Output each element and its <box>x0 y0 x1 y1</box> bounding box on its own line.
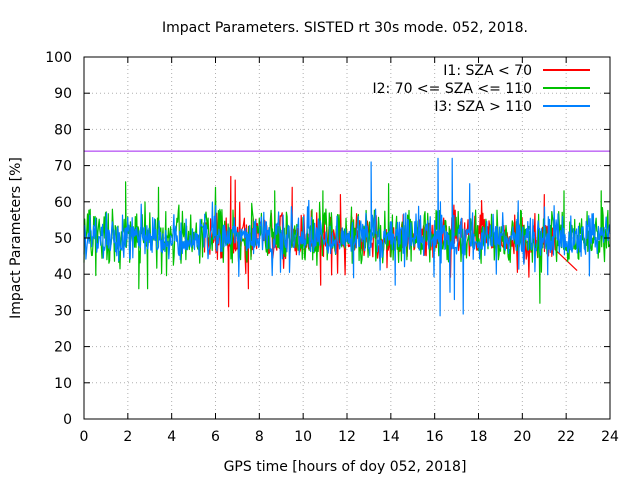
y-tick-label: 100 <box>45 50 72 66</box>
x-tick-label: 10 <box>294 429 312 445</box>
x-tick-label: 22 <box>557 429 575 445</box>
x-tick-label: 24 <box>601 429 619 445</box>
x-tick-label: 0 <box>80 429 89 445</box>
x-tick-label: 2 <box>123 429 132 445</box>
x-tick-label: 18 <box>470 429 488 445</box>
y-axis-label: Impact Parameters [%] <box>8 157 24 319</box>
y-tick-label: 90 <box>54 86 72 102</box>
y-tick-label: 20 <box>54 340 72 356</box>
y-tick-label: 70 <box>54 159 72 175</box>
chart-title: Impact Parameters. SISTED rt 30s mode. 0… <box>162 20 528 36</box>
legend: I1: SZA < 70 I2: 70 <= SZA <= 110 I3: SZ… <box>372 63 590 115</box>
x-tick-label: 4 <box>167 429 176 445</box>
x-tick-label: 14 <box>382 429 400 445</box>
x-tick-label: 12 <box>338 429 356 445</box>
y-tick-label: 50 <box>54 231 72 247</box>
x-axis-label: GPS time [hours of doy 052, 2018] <box>224 459 467 475</box>
y-tick-label: 30 <box>54 303 72 319</box>
legend-label-i2: I2: 70 <= SZA <= 110 <box>372 81 532 97</box>
x-tick-label: 16 <box>426 429 444 445</box>
x-tick-label: 8 <box>255 429 264 445</box>
series-line-i3 <box>83 157 611 317</box>
y-tick-label: 40 <box>54 267 72 283</box>
y-tick-label: 60 <box>54 195 72 211</box>
legend-label-i1: I1: SZA < 70 <box>443 63 532 79</box>
y-tick-label: 80 <box>54 122 72 138</box>
data-layer <box>83 157 611 317</box>
legend-label-i3: I3: SZA > 110 <box>434 99 532 115</box>
y-tick-label: 10 <box>54 376 72 392</box>
x-tick-label: 20 <box>513 429 531 445</box>
ticks-layer: 0 2 4 6 8 10 12 14 16 18 20 22 240102030405060708090… <box>45 50 619 445</box>
x-tick-label: 6 <box>211 429 220 445</box>
y-tick-label: 0 <box>63 412 72 428</box>
